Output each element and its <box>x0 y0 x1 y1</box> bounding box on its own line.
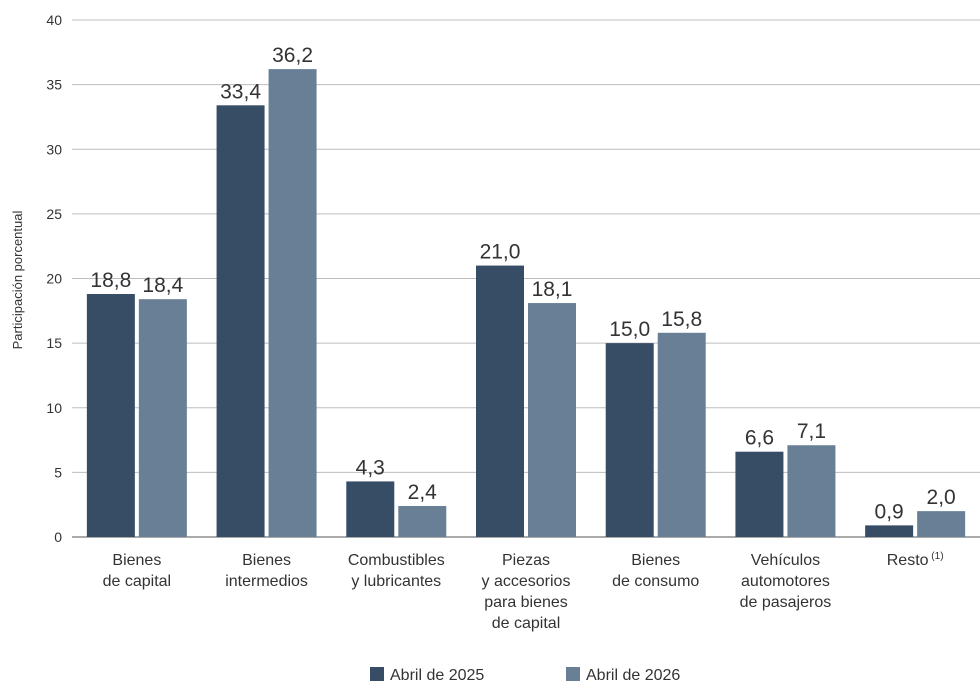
y-tick-label: 15 <box>46 335 62 351</box>
data-label: 2,0 <box>927 486 956 509</box>
y-tick-label: 35 <box>46 77 62 93</box>
data-label: 15,8 <box>661 308 702 331</box>
data-labels: 18,8 18,4 33,4 36,2 4,3 2,4 21,0 18,1 15,0 15,8 6,… <box>90 44 955 523</box>
category-label: Bienes intermedios <box>225 552 308 590</box>
data-label: 2,4 <box>408 481 438 504</box>
data-label: 18,8 <box>90 269 131 292</box>
data-label: 18,4 <box>142 274 183 297</box>
bar <box>86 294 135 537</box>
legend: Abril de 2025 Abril de 2026 <box>370 667 680 683</box>
y-tick-label: 25 <box>46 206 62 222</box>
data-label: 33,4 <box>220 80 261 103</box>
bar <box>865 525 914 537</box>
bar <box>657 332 706 537</box>
y-tick-label: 10 <box>46 400 62 416</box>
data-label: 7,1 <box>797 420 826 443</box>
category-label: Resto (1) <box>887 551 944 569</box>
category-label: Bienes de capital <box>103 552 172 590</box>
legend-swatch <box>370 667 384 681</box>
bar <box>787 445 836 537</box>
bar <box>476 265 524 537</box>
data-label: 4,3 <box>356 456 385 479</box>
y-tick-label: 5 <box>54 464 62 480</box>
bars <box>86 69 966 538</box>
bar <box>346 481 395 537</box>
category-label: Vehículos automotores de pasajeros <box>740 552 832 611</box>
legend-label: Abril de 2025 <box>390 667 484 683</box>
y-axis-ticks: 0 5 10 15 20 25 30 35 40 <box>46 12 62 545</box>
y-tick-label: 20 <box>46 271 62 287</box>
y-axis-label: Participación porcentual <box>10 211 25 350</box>
x-axis-categories: Bienes de capital Bienes intermedios Combust… <box>103 551 944 632</box>
data-label: 21,0 <box>480 241 521 264</box>
data-label: 15,0 <box>609 318 650 341</box>
bar <box>398 505 447 537</box>
y-tick-label: 0 <box>54 529 62 545</box>
legend-swatch <box>566 667 580 681</box>
data-label: 18,1 <box>532 278 573 301</box>
bar <box>735 451 784 537</box>
data-label: 6,6 <box>745 427 774 450</box>
bar <box>528 303 576 537</box>
data-label: 0,9 <box>875 500 904 523</box>
category-label: Piezas y accesorios para bienes de capital <box>482 552 571 632</box>
legend-label: Abril de 2026 <box>586 667 680 683</box>
bar <box>216 105 265 538</box>
gridlines <box>72 19 980 538</box>
data-label: 36,2 <box>272 44 313 67</box>
bar <box>268 69 317 538</box>
category-label: Bienes de consumo <box>612 552 699 590</box>
y-tick-label: 30 <box>46 141 62 157</box>
bar <box>138 299 187 537</box>
y-tick-label: 40 <box>46 12 62 28</box>
bar <box>917 511 966 537</box>
category-label: Combustibles y lubricantes <box>348 552 445 590</box>
bar <box>605 343 654 537</box>
